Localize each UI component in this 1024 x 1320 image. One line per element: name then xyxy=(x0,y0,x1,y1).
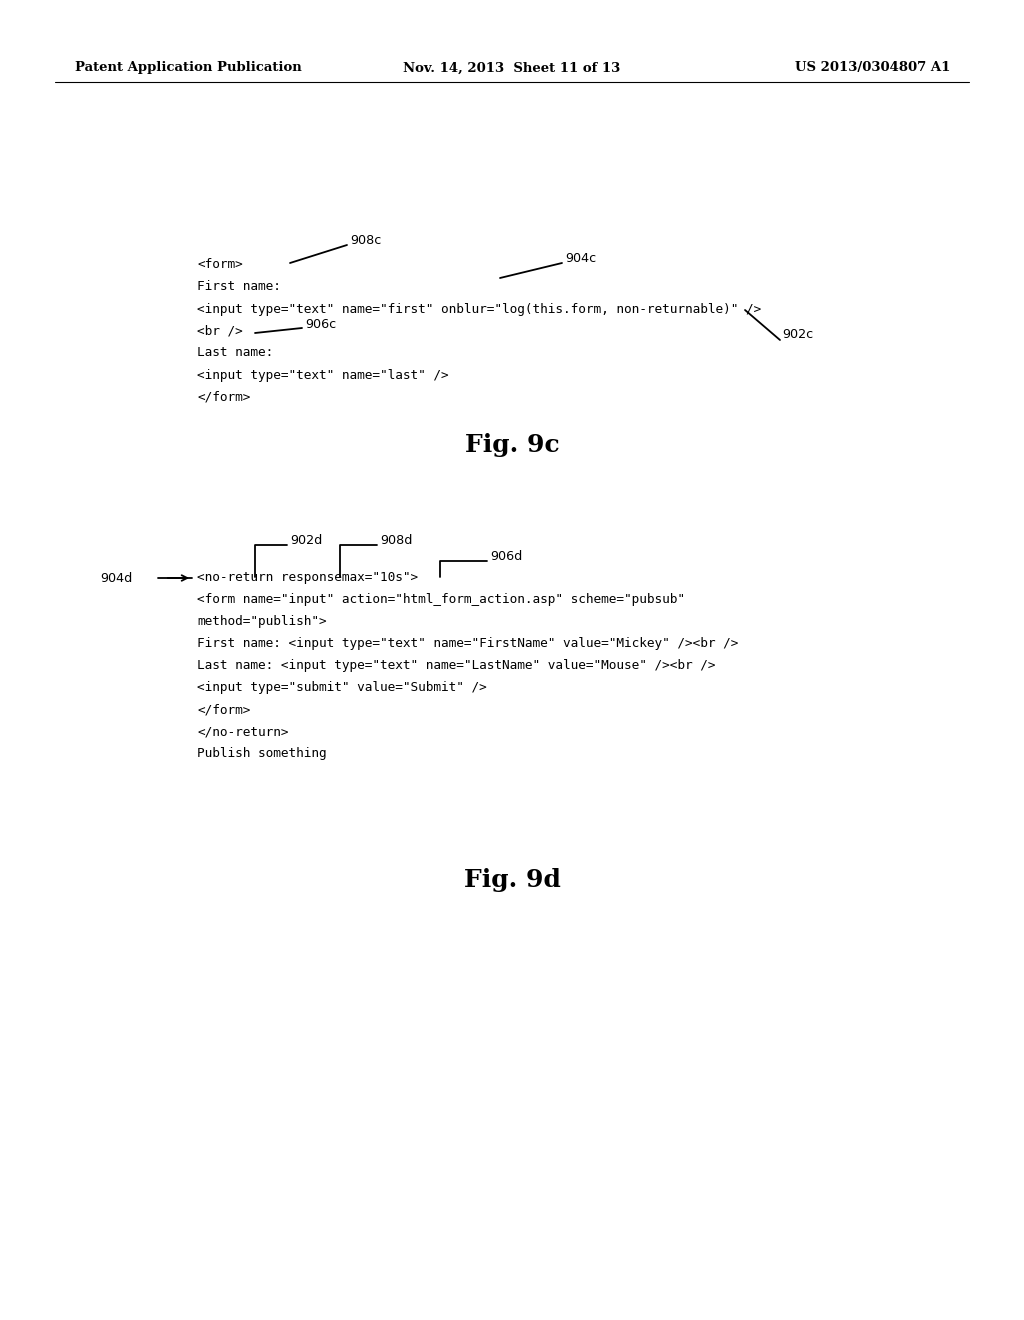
Text: </form>: </form> xyxy=(197,391,251,404)
Text: Publish something: Publish something xyxy=(197,747,327,760)
Text: First name: <input type="text" name="FirstName" value="Mickey" /><br />: First name: <input type="text" name="Fir… xyxy=(197,638,738,651)
Text: Fig. 9d: Fig. 9d xyxy=(464,869,560,892)
Text: 904d: 904d xyxy=(100,572,132,585)
Text: 908d: 908d xyxy=(380,533,413,546)
Text: <form>: <form> xyxy=(197,259,243,272)
Text: <no-return responsemax="10s">: <no-return responsemax="10s"> xyxy=(197,572,418,585)
Text: First name:: First name: xyxy=(197,281,281,293)
Text: 902d: 902d xyxy=(290,533,323,546)
Text: <br />: <br /> xyxy=(197,325,243,338)
Text: method="publish">: method="publish"> xyxy=(197,615,327,628)
Text: Fig. 9c: Fig. 9c xyxy=(465,433,559,457)
Text: <input type="submit" value="Submit" />: <input type="submit" value="Submit" /> xyxy=(197,681,486,694)
Text: US 2013/0304807 A1: US 2013/0304807 A1 xyxy=(795,62,950,74)
Text: Patent Application Publication: Patent Application Publication xyxy=(75,62,302,74)
Text: Last name:: Last name: xyxy=(197,346,273,359)
Text: <form name="input" action="html_form_action.asp" scheme="pubsub": <form name="input" action="html_form_act… xyxy=(197,594,685,606)
Text: 906c: 906c xyxy=(305,318,336,330)
Text: 906d: 906d xyxy=(490,549,522,562)
Text: </no-return>: </no-return> xyxy=(197,726,289,738)
Text: 902c: 902c xyxy=(782,329,813,342)
Text: Nov. 14, 2013  Sheet 11 of 13: Nov. 14, 2013 Sheet 11 of 13 xyxy=(403,62,621,74)
Text: <input type="text" name="first" onblur="log(this.form, non-returnable)" />: <input type="text" name="first" onblur="… xyxy=(197,302,761,315)
Text: 904c: 904c xyxy=(565,252,596,264)
Text: Last name: <input type="text" name="LastName" value="Mouse" /><br />: Last name: <input type="text" name="Last… xyxy=(197,660,716,672)
Text: </form>: </form> xyxy=(197,704,251,717)
Text: <input type="text" name="last" />: <input type="text" name="last" /> xyxy=(197,368,449,381)
Text: 908c: 908c xyxy=(350,234,381,247)
